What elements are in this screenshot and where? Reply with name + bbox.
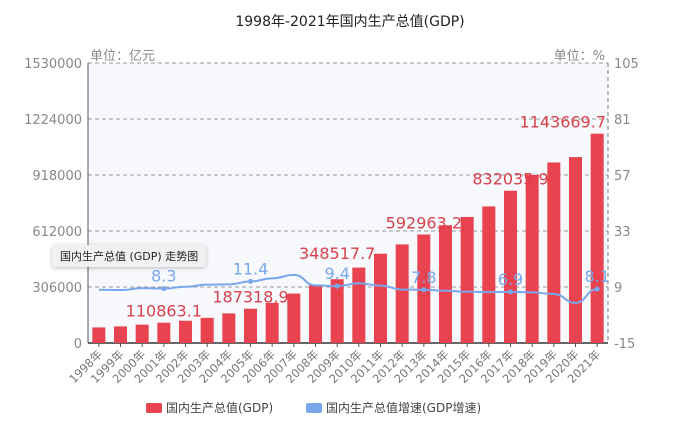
left-tick-label: 0 xyxy=(74,337,82,352)
growth-value-label: 8.3 xyxy=(151,267,176,286)
right-tick-label: 105 xyxy=(614,57,639,72)
growth-point xyxy=(248,278,253,284)
growth-point xyxy=(508,289,513,295)
right-tick-label: 57 xyxy=(614,169,631,184)
bar-2009年 xyxy=(330,279,344,343)
bar-2014年 xyxy=(439,225,452,343)
right-tick-label: -15 xyxy=(614,337,635,352)
bar-2012年 xyxy=(395,244,409,343)
bar-2019年 xyxy=(547,162,561,343)
bar-2015年 xyxy=(460,216,474,343)
legend-swatch-growth xyxy=(306,403,322,413)
bar-1998年 xyxy=(92,327,106,343)
growth-value-label: 6.9 xyxy=(498,270,523,289)
bar-2021年 xyxy=(590,133,604,343)
plot-background xyxy=(88,63,608,343)
growth-point xyxy=(334,283,340,289)
bar-2003年 xyxy=(200,317,214,343)
bar-2000年 xyxy=(135,324,149,343)
bar-2004年 xyxy=(222,313,236,343)
bar-value-label: 110863.1 xyxy=(126,302,202,321)
right-tick-label: 33 xyxy=(614,225,631,240)
bar-2017年 xyxy=(504,190,517,343)
chart-title: 1998年-2021年国内生产总值(GDP) xyxy=(235,14,464,30)
bar-2010年 xyxy=(352,267,366,343)
bar-1999年 xyxy=(114,326,127,343)
chart-tooltip: 国内生产总值 (GDP) 走势图 xyxy=(52,245,207,267)
growth-point xyxy=(421,287,427,293)
bar-2005年 xyxy=(244,308,257,343)
growth-value-label: 8.1 xyxy=(584,267,609,286)
bar-value-label: 592963.2 xyxy=(386,213,462,232)
right-axis-unit: 单位：% xyxy=(554,49,605,64)
bar-value-label: 187318.9 xyxy=(212,288,288,307)
left-tick-label: 918000 xyxy=(32,169,82,184)
right-tick-label: 81 xyxy=(614,113,631,128)
left-tick-label: 1530000 xyxy=(24,57,82,72)
bar-2007年 xyxy=(287,293,301,343)
growth-value-label: 7.8 xyxy=(411,268,436,287)
legend-label-gdp: 国内生产总值(GDP) xyxy=(166,400,273,415)
bar-2011年 xyxy=(374,253,387,343)
bar-2016年 xyxy=(482,206,496,343)
left-tick-label: 612000 xyxy=(32,225,82,240)
bar-2002年 xyxy=(179,320,192,343)
bar-value-label: 1143669.7 xyxy=(519,113,606,132)
bar-2006年 xyxy=(265,302,279,343)
bar-value-label: 348517.7 xyxy=(299,244,375,263)
bar-2018年 xyxy=(525,174,539,343)
bar-2001年 xyxy=(157,322,171,343)
right-tick-label: 9 xyxy=(614,281,622,296)
growth-point xyxy=(161,286,167,292)
left-tick-label: 1224000 xyxy=(24,113,82,128)
left-axis-unit: 单位：亿元 xyxy=(90,49,155,64)
left-tick-label: 306000 xyxy=(32,281,82,296)
legend-swatch-gdp xyxy=(146,403,162,413)
bar-value-label: 832035.9 xyxy=(472,170,548,189)
growth-value-label: 9.4 xyxy=(324,264,349,283)
growth-point xyxy=(594,286,600,292)
bar-2008年 xyxy=(309,284,322,343)
growth-value-label: 11.4 xyxy=(233,259,269,278)
legend-label-growth: 国内生产总值增速(GDP增速) xyxy=(326,400,481,415)
bar-2020年 xyxy=(569,157,582,343)
